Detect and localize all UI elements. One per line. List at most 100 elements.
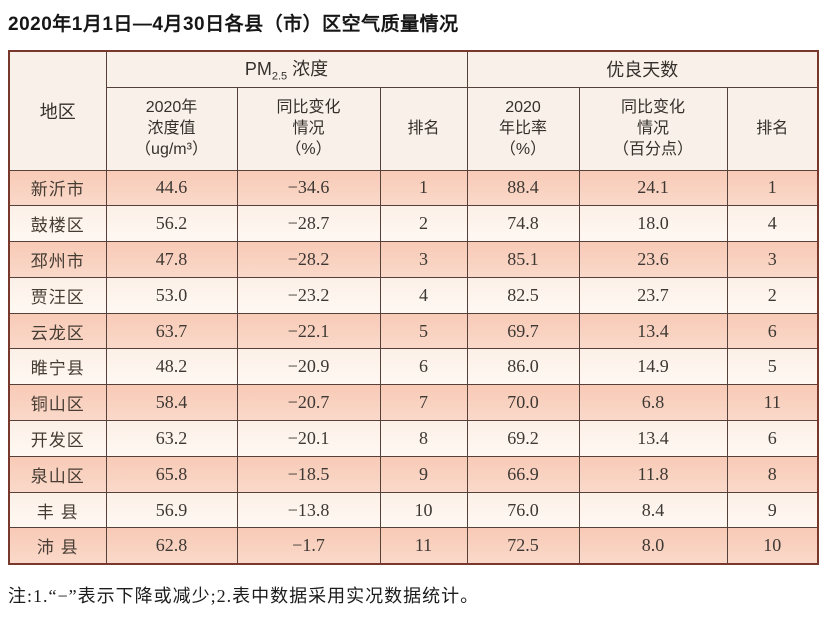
region-cell: 泉山区 [8, 455, 107, 493]
pm25-change-cell: −1.7 [236, 527, 381, 565]
pm25-change-cell: −22.1 [236, 312, 381, 350]
pm25-value-cell: 47.8 [105, 241, 238, 278]
pm25-value-cell: 44.6 [105, 169, 238, 207]
group-header-row: 地区 PM2.5 浓度 优良天数 [8, 50, 819, 171]
pm25-change-cell: −13.8 [236, 491, 381, 529]
pm25-rank-cell: 6 [379, 348, 468, 386]
pm25-rank-cell: 2 [379, 205, 468, 243]
pm25-rank-cell: 3 [379, 241, 468, 278]
good-rate-cell: 74.8 [466, 205, 580, 243]
region-cell: 云龙区 [8, 312, 107, 350]
good-rank-cell: 2 [726, 276, 819, 314]
region-cell: 贾汪区 [8, 276, 107, 314]
good-change-cell: 24.1 [578, 169, 728, 207]
good-change-cell: 13.4 [578, 312, 728, 350]
good-rank-cell: 6 [726, 420, 819, 457]
good-rank-header: 排名 [726, 86, 819, 171]
pm25-change-cell: −23.2 [236, 276, 381, 314]
pm25-value-cell: 63.2 [105, 420, 238, 457]
pm25-value-cell: 63.7 [105, 312, 238, 350]
pm25-rank-cell: 5 [379, 312, 468, 350]
pm25-change-cell: −20.7 [236, 384, 381, 422]
table-row: 开发区 63.2 −20.1 8 69.2 13.4 6 [8, 420, 819, 457]
good-rate-cell: 69.7 [466, 312, 580, 350]
good-change-cell: 11.8 [578, 455, 728, 493]
good-change-cell: 13.4 [578, 420, 728, 457]
table-row: 泉山区 65.8 −18.5 9 66.9 11.8 8 [8, 455, 819, 493]
pm25-rank-cell: 9 [379, 455, 468, 493]
pm25-value-cell: 56.2 [105, 205, 238, 243]
region-cell: 丰 县 [8, 491, 107, 529]
table-header: 地区 PM2.5 浓度 优良天数 2020年 浓度值 （ug/m³） 同比变化 情况 （%… [8, 50, 819, 171]
air-quality-table: 地区 PM2.5 浓度 优良天数 2020年 浓度值 （ug/m³） 同比变化 情况 （%… [8, 50, 820, 565]
good-rank-cell: 11 [726, 384, 819, 422]
pm25-value-cell: 53.0 [105, 276, 238, 314]
pm25-rank-header: 排名 [379, 86, 468, 171]
pm25-rank-cell: 7 [379, 384, 468, 422]
good-rate-cell: 72.5 [466, 527, 580, 565]
good-change-cell: 14.9 [578, 348, 728, 386]
region-cell: 邳州市 [8, 241, 107, 278]
pm25-change-cell: −20.9 [236, 348, 381, 386]
good-change-cell: 23.6 [578, 241, 728, 278]
good-rank-cell: 9 [726, 491, 819, 529]
region-cell: 铜山区 [8, 384, 107, 422]
table-row: 铜山区 58.4 −20.7 7 70.0 6.8 11 [8, 384, 819, 422]
good-rank-cell: 6 [726, 312, 819, 350]
good-rate-cell: 70.0 [466, 384, 580, 422]
page-title: 2020年1月1日—4月30日各县（市）区空气质量情况 [8, 14, 459, 35]
region-cell: 睢宁县 [8, 348, 107, 386]
good-change-header: 同比变化 情况 （百分点） [578, 86, 728, 171]
good-rank-cell: 5 [726, 348, 819, 386]
good-rate-cell: 69.2 [466, 420, 580, 457]
good-change-cell: 23.7 [578, 276, 728, 314]
table-row: 鼓楼区 56.2 −28.7 2 74.8 18.0 4 [8, 205, 819, 243]
pm25-change-cell: −18.5 [236, 455, 381, 493]
pm25-change-header: 同比变化 情况 （%） [236, 86, 381, 171]
table-row: 睢宁县 48.2 −20.9 6 86.0 14.9 5 [8, 348, 819, 386]
pm25-rank-cell: 11 [379, 527, 468, 565]
table-row: 沛 县 62.8 −1.7 11 72.5 8.0 10 [8, 527, 819, 565]
region-cell: 鼓楼区 [8, 205, 107, 243]
pm25-value-cell: 58.4 [105, 384, 238, 422]
pm25-change-cell: −28.2 [236, 241, 381, 278]
pm25-value-header: 2020年 浓度值 （ug/m³） [105, 86, 238, 171]
region-cell: 新沂市 [8, 169, 107, 207]
region-cell: 开发区 [8, 420, 107, 457]
table-row: 邳州市 47.8 −28.2 3 85.1 23.6 3 [8, 241, 819, 278]
pm25-group-header: PM2.5 浓度 [105, 50, 468, 88]
table-row: 贾汪区 53.0 −23.2 4 82.5 23.7 2 [8, 276, 819, 314]
pm25-value-cell: 65.8 [105, 455, 238, 493]
pm25-label: PM2.5 浓度 [244, 59, 329, 84]
table-body: 新沂市 44.6 −34.6 1 88.4 24.1 1 鼓楼区 56.2 −28.7 2 74.8 1… [8, 169, 819, 565]
pm25-value-cell: 48.2 [105, 348, 238, 386]
good-rank-cell: 1 [726, 169, 819, 207]
table-row: 新沂市 44.6 −34.6 1 88.4 24.1 1 [8, 169, 819, 207]
pm25-value-cell: 62.8 [105, 527, 238, 565]
good-rate-cell: 66.9 [466, 455, 580, 493]
good-days-group-header: 优良天数 [466, 50, 819, 88]
good-rate-header: 2020 年比率 （%） [466, 86, 580, 171]
region-cell: 沛 县 [8, 527, 107, 565]
pm25-change-cell: −28.7 [236, 205, 381, 243]
good-rank-cell: 8 [726, 455, 819, 493]
good-rate-cell: 88.4 [466, 169, 580, 207]
table-row: 云龙区 63.7 −22.1 5 69.7 13.4 6 [8, 312, 819, 350]
pm25-value-cell: 56.9 [105, 491, 238, 529]
sub-header-row: 2020年 浓度值 （ug/m³） 同比变化 情况 （%） 排名 2020 年比率 （%） 同比变化… [9, 86, 819, 171]
pm25-rank-cell: 10 [379, 491, 468, 529]
good-change-cell: 8.4 [578, 491, 728, 529]
pm25-change-cell: −34.6 [236, 169, 381, 207]
good-rank-cell: 4 [726, 205, 819, 243]
good-rate-cell: 82.5 [466, 276, 580, 314]
pm25-rank-cell: 8 [379, 420, 468, 457]
footnote: 注:1.“−”表示下降或减少;2.表中数据采用实况数据统计。 [8, 585, 480, 606]
region-header: 地区 [8, 50, 107, 171]
good-change-cell: 18.0 [578, 205, 728, 243]
pm25-rank-cell: 1 [379, 169, 468, 207]
good-rate-cell: 85.1 [466, 241, 580, 278]
good-change-cell: 8.0 [578, 527, 728, 565]
good-rank-cell: 3 [726, 241, 819, 278]
table-row: 丰 县 56.9 −13.8 10 76.0 8.4 9 [8, 491, 819, 529]
good-rank-cell: 10 [726, 527, 819, 565]
